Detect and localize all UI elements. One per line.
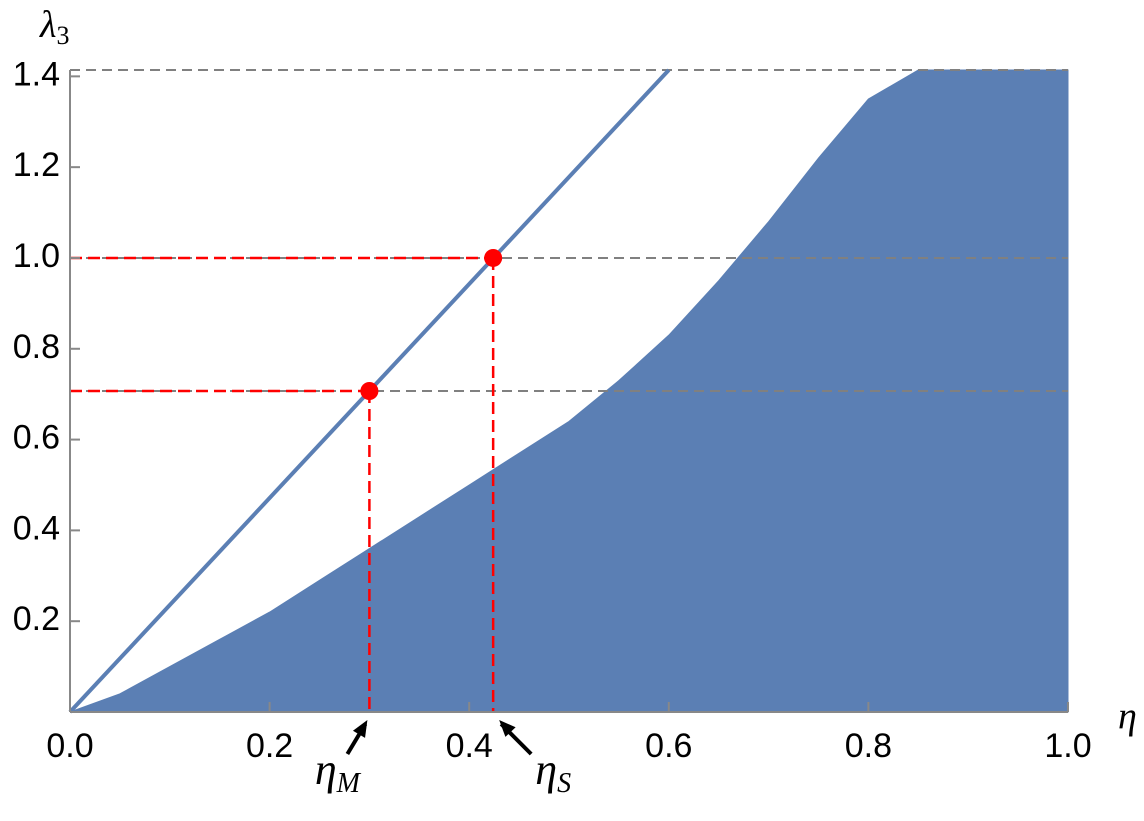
y-tick-label: 0.8	[13, 328, 60, 366]
x-tick-label: 0.2	[246, 727, 293, 765]
annotation-symbol: η	[535, 745, 557, 794]
x-tick-label: 1.0	[1044, 727, 1091, 765]
x-tick-label: 0.0	[46, 727, 93, 765]
x-axis-label: η	[1118, 696, 1137, 738]
annotation-label: ηS	[535, 745, 571, 799]
point	[360, 382, 379, 400]
x-tick-label: 0.8	[845, 727, 892, 765]
y-label-sub: 3	[56, 21, 69, 50]
y-tick-label: 0.4	[13, 509, 60, 547]
x-tick-label: 0.6	[645, 727, 692, 765]
y-label-main: λ	[39, 4, 56, 46]
point	[484, 248, 503, 267]
arrow-head	[499, 720, 516, 737]
annotation-symbol: η	[315, 745, 337, 794]
y-tick-label: 1.4	[13, 55, 60, 93]
y-tick-label: 1.0	[13, 237, 60, 275]
y-tick-label: 0.6	[13, 419, 60, 457]
annotation-sub: M	[336, 768, 362, 799]
x-tick-label: 0.4	[446, 727, 493, 765]
y-tick-label: 1.2	[13, 146, 60, 184]
y-axis-label: λ3	[39, 4, 69, 50]
y-tick-label: 0.2	[13, 600, 60, 638]
annotation-label: ηM	[315, 745, 362, 799]
arrow-head	[352, 720, 368, 738]
annotation-sub: S	[557, 768, 571, 799]
